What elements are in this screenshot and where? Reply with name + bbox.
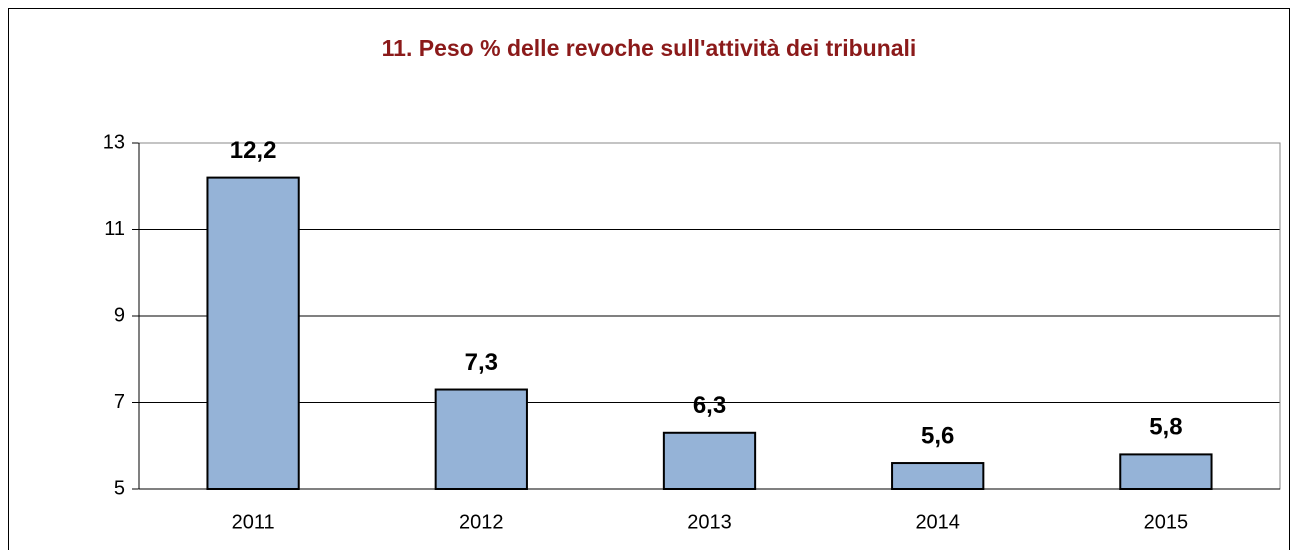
data-label: 5,6 (921, 422, 954, 449)
bar (206, 176, 300, 490)
y-tick-label: 11 (104, 218, 125, 240)
data-label: 7,3 (465, 349, 498, 376)
chart-border (8, 8, 1290, 550)
chart-title: 11. Peso % delle revoche sull'attività d… (382, 35, 917, 61)
data-label: 12,2 (230, 137, 277, 164)
y-tick-label: 9 (114, 304, 125, 326)
x-tick-label: 2011 (232, 511, 275, 533)
y-tick-label: 5 (114, 477, 125, 499)
bar (1119, 453, 1213, 490)
y-tick-label: 13 (103, 131, 125, 153)
bar (662, 431, 757, 490)
x-tick-label: 2012 (459, 511, 504, 533)
y-tick-label: 7 (114, 391, 125, 413)
x-tick-label: 2015 (1144, 511, 1189, 533)
x-tick-label: 2013 (687, 511, 732, 533)
data-label: 6,3 (693, 392, 726, 419)
data-label: 5,8 (1149, 414, 1182, 441)
bar (891, 462, 985, 490)
x-tick-label: 2014 (915, 511, 960, 533)
bar (434, 388, 528, 490)
